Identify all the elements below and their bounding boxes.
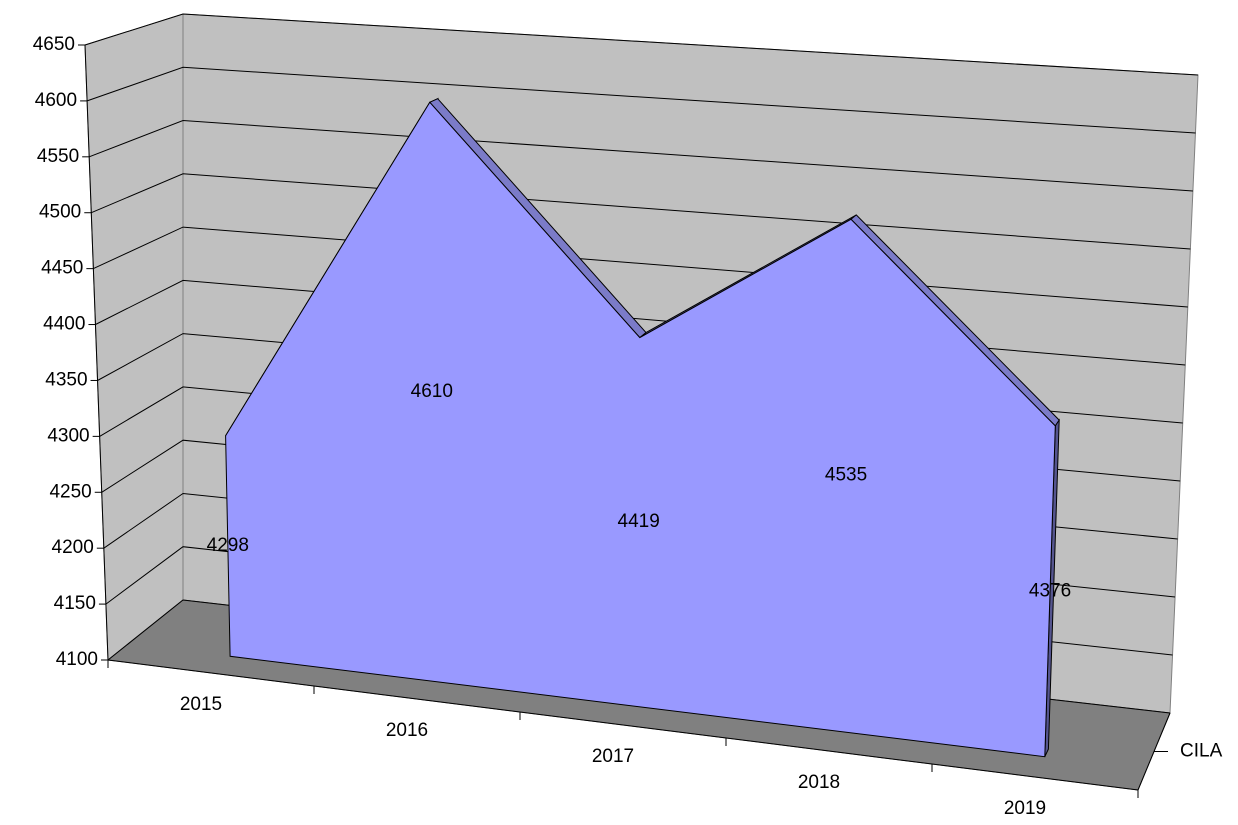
x-tick-label: 2016 <box>386 720 428 741</box>
data-label: 4298 <box>207 535 249 556</box>
y-tick-label: 4300 <box>47 425 89 446</box>
area <box>225 101 1056 758</box>
y-tick-label: 4650 <box>33 34 75 55</box>
y-tick-label: 4600 <box>35 90 77 111</box>
data-label: 4376 <box>1029 580 1071 601</box>
y-tick-label: 4200 <box>52 537 94 558</box>
series-axis-label: CILA <box>1180 741 1223 762</box>
grid-line <box>86 66 1196 134</box>
y-tick-label: 4400 <box>43 314 85 335</box>
x-tick-label: 2019 <box>1004 798 1046 819</box>
grid-line <box>89 119 1193 192</box>
y-tick-label: 4250 <box>49 481 91 502</box>
x-tick-label: 2017 <box>592 746 634 767</box>
data-label: 4419 <box>618 511 660 532</box>
y-tick-label: 4450 <box>41 258 83 279</box>
data-label: 4535 <box>825 464 867 485</box>
x-tick-label: 2018 <box>798 772 840 793</box>
y-axis <box>84 44 109 661</box>
y-tick-label: 4150 <box>54 593 96 614</box>
side-wall <box>84 13 184 662</box>
y-tick-label: 4100 <box>56 649 98 670</box>
y-tick-label: 4350 <box>45 369 87 390</box>
x-axis <box>107 659 1139 791</box>
y-tick-label: 4500 <box>39 202 81 223</box>
y-tick-label: 4550 <box>37 146 79 167</box>
data-label: 4610 <box>411 381 453 402</box>
x-tick-label: 2015 <box>180 694 222 715</box>
grid-line <box>84 13 1199 76</box>
